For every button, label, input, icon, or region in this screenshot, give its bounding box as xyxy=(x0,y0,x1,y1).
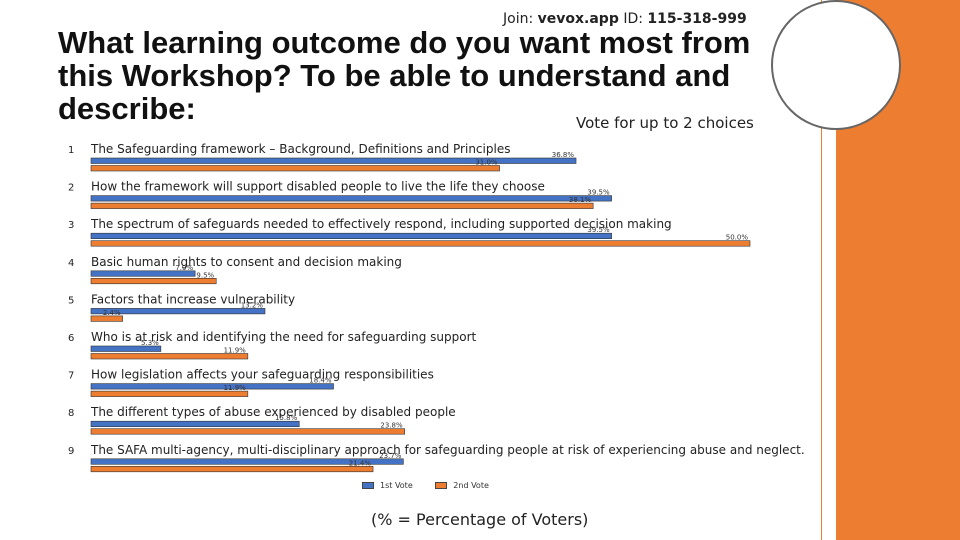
orange-divider-line xyxy=(821,0,822,540)
second-vote-bar xyxy=(90,390,249,397)
join-instructions: Join: vevox.app ID: 115-318-999 xyxy=(503,11,747,27)
first-vote-bar xyxy=(90,308,266,315)
legend-second-vote: 2nd Vote xyxy=(435,481,489,490)
first-vote-percent: 13.2% xyxy=(241,301,264,309)
legend-first-vote: 1st Vote xyxy=(362,481,413,490)
legend-second-vote-swatch xyxy=(435,482,448,489)
question-number: 7 xyxy=(68,371,74,382)
first-vote-percent: 23.7% xyxy=(379,452,402,460)
second-vote-percent: 31.0% xyxy=(475,159,498,167)
chart-legend: 1st Vote 2nd Vote xyxy=(362,481,509,490)
presenter-circle xyxy=(771,0,901,130)
question-number: 3 xyxy=(68,220,74,231)
first-vote-bar xyxy=(90,383,334,390)
second-vote-bar xyxy=(90,353,249,360)
first-vote-percent: 5.3% xyxy=(141,339,159,347)
join-id-label: ID: xyxy=(623,11,643,27)
join-prefix: Join: xyxy=(503,11,534,27)
first-vote-bar xyxy=(90,458,404,465)
second-vote-bar xyxy=(90,240,751,247)
first-vote-percent: 36.8% xyxy=(552,151,575,159)
question-number: 9 xyxy=(68,446,74,457)
question-label: Factors that increase vulnerability xyxy=(91,292,295,306)
question-number: 8 xyxy=(68,408,74,419)
question-label: The different types of abuse experienced… xyxy=(90,405,456,419)
question-label: The spectrum of safeguards needed to eff… xyxy=(90,217,672,231)
poll-question-title: What learning outcome do you want most f… xyxy=(58,25,751,126)
first-vote-bar xyxy=(90,195,612,202)
second-vote-percent: 23.8% xyxy=(380,422,403,430)
second-vote-percent: 21.4% xyxy=(349,459,372,467)
first-vote-bar xyxy=(90,270,196,277)
first-vote-bar xyxy=(90,420,300,428)
question-number: 4 xyxy=(68,258,74,269)
question-number: 1 xyxy=(68,145,74,156)
second-vote-percent: 50.0% xyxy=(726,234,749,242)
second-vote-percent: 11.9% xyxy=(224,384,247,392)
legend-second-vote-label: 2nd Vote xyxy=(453,481,489,490)
question-number: 5 xyxy=(68,295,74,306)
first-vote-percent: 39.5% xyxy=(587,226,610,234)
join-id: 115-318-999 xyxy=(647,11,747,27)
legend-first-vote-label: 1st Vote xyxy=(380,481,413,490)
second-vote-bar xyxy=(90,428,405,435)
second-vote-percent: 11.9% xyxy=(224,347,247,355)
question-number: 2 xyxy=(68,183,74,194)
first-vote-percent: 39.5% xyxy=(587,189,610,197)
question-label: Who is at risk and identifying the need … xyxy=(91,330,477,344)
first-vote-bar xyxy=(90,345,162,352)
second-vote-bar xyxy=(90,202,594,209)
second-vote-bar xyxy=(90,315,123,322)
vote-instruction: Vote for up to 2 choices xyxy=(576,114,754,132)
first-vote-bar xyxy=(90,232,612,239)
question-label: How legislation affects your safeguardin… xyxy=(91,368,434,382)
join-site[interactable]: vevox.app xyxy=(537,11,619,27)
second-vote-bar xyxy=(90,278,217,285)
second-vote-bar xyxy=(90,165,500,172)
first-vote-percent: 7.9% xyxy=(175,264,193,272)
first-vote-bar xyxy=(90,157,577,164)
second-vote-percent: 2.4% xyxy=(103,309,121,317)
first-vote-percent: 18.4% xyxy=(309,377,332,385)
legend-first-vote-swatch xyxy=(362,482,374,489)
second-vote-percent: 9.5% xyxy=(196,271,214,279)
question-label: How the framework will support disabled … xyxy=(91,180,545,194)
percentage-note: (% = Percentage of Voters) xyxy=(371,510,589,529)
second-vote-percent: 38.1% xyxy=(569,196,592,204)
question-number: 6 xyxy=(68,333,74,344)
question-label: Basic human rights to consent and decisi… xyxy=(91,255,402,269)
first-vote-percent: 15.8% xyxy=(275,414,298,422)
poll-results-chart: 1 The Safeguarding framework – Background… xyxy=(68,142,805,473)
question-label: The Safeguarding framework – Background,… xyxy=(90,142,510,156)
question-label: The SAFA multi-agency, multi-disciplinar… xyxy=(90,443,805,457)
second-vote-bar xyxy=(90,465,374,473)
